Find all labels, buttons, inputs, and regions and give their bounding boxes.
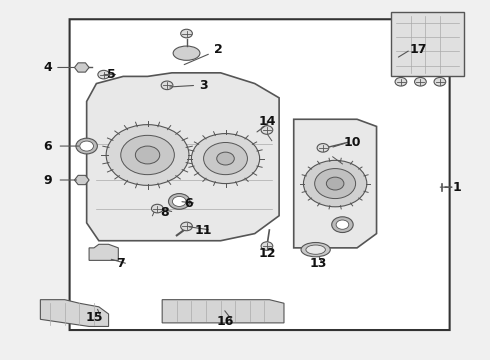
Circle shape [98, 70, 110, 79]
Circle shape [395, 77, 407, 86]
Circle shape [317, 144, 329, 152]
Text: 8: 8 [160, 206, 169, 219]
Circle shape [336, 220, 349, 229]
Text: 6: 6 [185, 197, 193, 210]
Polygon shape [89, 244, 118, 260]
Polygon shape [74, 63, 89, 72]
Circle shape [106, 125, 189, 185]
Circle shape [151, 204, 163, 213]
Polygon shape [294, 119, 376, 248]
Text: 1: 1 [453, 181, 461, 194]
Text: 13: 13 [309, 257, 327, 270]
Polygon shape [70, 19, 450, 330]
Text: 9: 9 [43, 174, 52, 186]
Circle shape [217, 152, 234, 165]
Circle shape [192, 134, 260, 184]
Circle shape [181, 222, 193, 231]
Circle shape [326, 177, 344, 190]
Circle shape [332, 217, 353, 233]
Text: 2: 2 [214, 43, 222, 56]
Circle shape [261, 126, 273, 134]
Ellipse shape [173, 46, 200, 60]
Text: 17: 17 [409, 43, 427, 56]
Circle shape [181, 29, 193, 38]
Circle shape [161, 81, 173, 90]
Text: 15: 15 [85, 311, 103, 324]
Polygon shape [162, 300, 284, 323]
Text: 11: 11 [195, 224, 212, 237]
Circle shape [80, 141, 94, 151]
Circle shape [261, 242, 273, 250]
Circle shape [315, 168, 356, 199]
Circle shape [121, 135, 174, 175]
Text: 4: 4 [43, 61, 52, 74]
Circle shape [303, 160, 367, 207]
Text: 7: 7 [117, 257, 125, 270]
Polygon shape [87, 73, 279, 241]
Circle shape [172, 197, 186, 206]
Text: 3: 3 [199, 79, 208, 92]
Text: 12: 12 [258, 247, 276, 260]
Polygon shape [40, 300, 109, 327]
Circle shape [434, 77, 446, 86]
Ellipse shape [306, 245, 325, 254]
Circle shape [203, 143, 247, 175]
Text: 5: 5 [107, 68, 115, 81]
Text: 14: 14 [258, 114, 276, 127]
Text: 6: 6 [43, 140, 52, 153]
Circle shape [169, 194, 190, 209]
Ellipse shape [301, 243, 330, 257]
Circle shape [76, 138, 98, 154]
Circle shape [415, 77, 426, 86]
Text: 10: 10 [343, 136, 361, 149]
Polygon shape [74, 175, 89, 185]
Circle shape [135, 146, 160, 164]
Polygon shape [391, 12, 464, 76]
Text: 16: 16 [217, 315, 234, 328]
